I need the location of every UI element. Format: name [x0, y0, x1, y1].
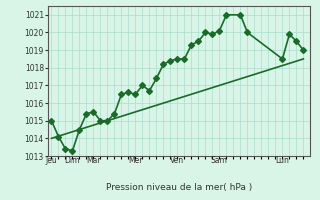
Text: Ven: Ven	[170, 156, 185, 165]
Text: Jeu: Jeu	[46, 156, 57, 165]
Text: Sam: Sam	[211, 156, 228, 165]
Text: Dim: Dim	[65, 156, 80, 165]
Text: Mer: Mer	[128, 156, 143, 165]
Text: Mar: Mar	[86, 156, 101, 165]
Text: Lun: Lun	[276, 156, 289, 165]
Text: Pression niveau de la mer( hPa ): Pression niveau de la mer( hPa )	[106, 183, 252, 192]
